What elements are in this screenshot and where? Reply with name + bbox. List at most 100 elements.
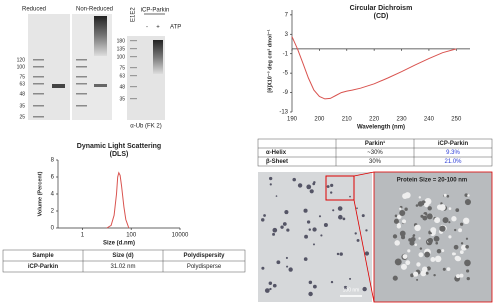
particle	[396, 223, 401, 227]
y-tick-label: -9	[283, 90, 289, 96]
marker-label: 180	[117, 38, 126, 44]
particle	[460, 242, 464, 245]
table-header: iCP-Parkin	[438, 141, 469, 147]
table-header: Size (d)	[112, 253, 133, 259]
particle	[349, 195, 351, 198]
label: Reduced	[22, 7, 46, 13]
particle	[280, 225, 284, 229]
x-tick-label: 230	[397, 117, 408, 123]
particle	[286, 265, 289, 268]
particle	[330, 280, 334, 284]
particle	[434, 255, 442, 263]
x-tick-label: 210	[342, 117, 353, 123]
table-cell: Polydisperse	[187, 264, 222, 270]
particle	[417, 201, 424, 207]
label: iCP-Parkin	[141, 8, 170, 14]
particle	[269, 176, 273, 181]
particle	[414, 243, 418, 247]
bands	[130, 40, 163, 100]
particle	[356, 238, 360, 242]
marker-label: 100	[17, 64, 26, 70]
particle	[303, 257, 308, 261]
marker-label: 135	[117, 46, 126, 52]
particle	[261, 266, 265, 270]
connector	[353, 199, 375, 303]
particle	[448, 207, 452, 210]
particle	[362, 286, 367, 292]
table-cell: iCP-Parkin	[28, 264, 59, 270]
y-tick-label: 0	[51, 226, 55, 232]
particle	[439, 204, 446, 211]
particle	[434, 217, 441, 224]
y-tick-label: 4	[51, 192, 55, 198]
particle	[416, 278, 419, 281]
caption: α-Ub (FK 2)	[130, 124, 161, 130]
marker-label: 25	[19, 114, 25, 120]
particle	[264, 288, 270, 293]
particle	[269, 183, 272, 186]
particle	[399, 207, 402, 210]
particle	[439, 225, 446, 232]
particle	[453, 252, 456, 256]
particle	[394, 214, 398, 218]
particle	[342, 217, 346, 221]
particle	[454, 255, 461, 262]
particle	[304, 234, 308, 239]
particle	[269, 287, 272, 291]
table-frame	[257, 138, 493, 167]
particle	[288, 267, 293, 272]
particle	[424, 251, 431, 258]
particle	[418, 252, 424, 258]
particle	[464, 198, 471, 206]
line-series	[291, 36, 457, 100]
particle	[412, 234, 415, 238]
particle	[433, 273, 436, 277]
particle	[404, 207, 408, 211]
particle	[418, 237, 421, 240]
marker-label: 63	[19, 81, 25, 87]
particle	[330, 191, 333, 194]
particle	[466, 276, 470, 281]
marker-label: 63	[119, 73, 125, 79]
particle	[448, 235, 452, 239]
table-cell: α-Helix	[266, 150, 287, 156]
particle	[393, 218, 399, 224]
particle	[418, 196, 421, 199]
y-axis-label: [θ]X10⁻³ deg cm² dmol⁻¹	[266, 29, 273, 92]
particle	[459, 273, 464, 278]
particle	[433, 235, 440, 242]
marker-label: 48	[119, 84, 125, 90]
x-tick-label: 250	[451, 117, 462, 123]
particle	[399, 210, 406, 217]
marker-label: 48	[19, 91, 25, 97]
particle	[400, 263, 407, 270]
label: ATP	[170, 25, 181, 31]
particle	[261, 218, 265, 222]
particle	[414, 224, 421, 232]
particle	[297, 183, 303, 188]
chart-subtitle: (DLS)	[110, 151, 129, 158]
particle	[361, 214, 365, 218]
y-axis-label: Volume (Percent)	[37, 171, 43, 216]
label: +	[156, 25, 160, 31]
particle	[442, 267, 446, 271]
particle	[303, 208, 308, 213]
tem-zoom	[374, 172, 492, 302]
particle	[364, 251, 370, 256]
particle	[425, 271, 429, 275]
particle	[337, 206, 343, 211]
particle	[354, 232, 357, 235]
particle	[430, 257, 436, 262]
caption: Protein Size = 20-100 nm	[397, 178, 468, 184]
label: Non-Reduced	[76, 7, 113, 13]
chart-title: Circular Dichroism	[350, 5, 413, 12]
particle	[458, 228, 463, 233]
chart-title: Dynamic Light Scattering	[77, 143, 161, 150]
particle	[421, 266, 428, 273]
table-header: Sample	[32, 253, 54, 259]
particle	[410, 273, 414, 278]
table-cell: 30%	[369, 159, 382, 165]
y-tick-label: 6	[51, 175, 55, 181]
particle	[272, 232, 276, 236]
